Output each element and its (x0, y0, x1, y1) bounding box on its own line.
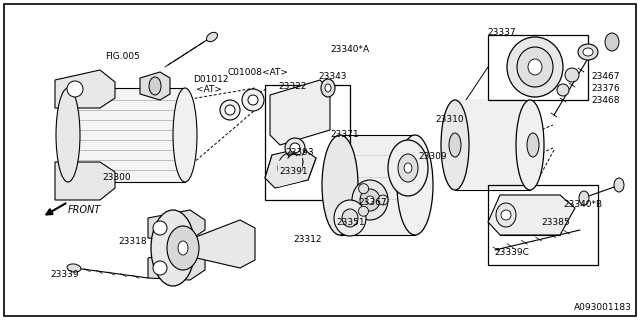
Text: D01012: D01012 (193, 75, 228, 84)
Polygon shape (140, 72, 170, 100)
Ellipse shape (248, 95, 258, 105)
Ellipse shape (565, 68, 579, 82)
Bar (488, 35, 588, 100)
Ellipse shape (614, 178, 624, 192)
Ellipse shape (528, 59, 542, 75)
Polygon shape (68, 88, 185, 182)
Ellipse shape (207, 32, 218, 42)
Text: 23385: 23385 (541, 218, 570, 227)
Ellipse shape (366, 196, 374, 204)
Ellipse shape (605, 33, 619, 51)
Ellipse shape (322, 135, 358, 235)
Ellipse shape (496, 203, 516, 227)
Ellipse shape (173, 88, 197, 182)
Text: 23300: 23300 (102, 173, 131, 182)
Ellipse shape (342, 209, 358, 227)
Polygon shape (265, 148, 316, 188)
Text: 23376: 23376 (591, 84, 620, 93)
Ellipse shape (578, 44, 598, 60)
Ellipse shape (225, 105, 235, 115)
Polygon shape (488, 195, 575, 235)
Polygon shape (148, 250, 205, 280)
Text: 23322: 23322 (278, 82, 307, 91)
Polygon shape (455, 100, 530, 190)
Text: 23468: 23468 (591, 96, 620, 105)
Ellipse shape (352, 180, 388, 220)
Ellipse shape (285, 138, 305, 158)
Text: 23312: 23312 (293, 235, 321, 244)
Text: 23318: 23318 (118, 237, 147, 246)
Ellipse shape (358, 184, 369, 194)
Text: 23337: 23337 (487, 28, 516, 37)
Ellipse shape (579, 191, 589, 205)
Ellipse shape (516, 100, 544, 190)
Polygon shape (188, 220, 255, 268)
Ellipse shape (397, 135, 433, 235)
Polygon shape (148, 210, 205, 240)
Polygon shape (270, 80, 330, 145)
Ellipse shape (404, 163, 412, 173)
Ellipse shape (507, 37, 563, 97)
Ellipse shape (441, 100, 469, 190)
Text: A093001183: A093001183 (574, 303, 632, 312)
Text: FRONT: FRONT (68, 205, 101, 215)
Ellipse shape (321, 79, 335, 97)
Polygon shape (55, 162, 115, 200)
Text: 23391: 23391 (279, 167, 308, 176)
Text: 23340*B: 23340*B (563, 200, 602, 209)
Text: 23467: 23467 (591, 72, 620, 81)
Ellipse shape (67, 264, 81, 272)
Ellipse shape (67, 81, 83, 97)
Text: 23351: 23351 (336, 218, 365, 227)
Ellipse shape (220, 100, 240, 120)
Ellipse shape (167, 226, 199, 270)
Text: 23367: 23367 (358, 198, 387, 207)
Ellipse shape (334, 200, 366, 236)
Ellipse shape (557, 84, 569, 96)
Ellipse shape (360, 189, 380, 211)
Text: <AT>: <AT> (196, 85, 222, 94)
Ellipse shape (178, 241, 188, 255)
Text: 23339: 23339 (50, 270, 79, 279)
Ellipse shape (501, 210, 511, 220)
Ellipse shape (149, 77, 161, 95)
Ellipse shape (287, 154, 303, 170)
Bar (265, 85, 350, 200)
Text: C01008<AT>: C01008<AT> (228, 68, 289, 77)
Polygon shape (340, 135, 415, 235)
Ellipse shape (388, 140, 428, 196)
Ellipse shape (358, 206, 369, 216)
Text: 23343: 23343 (318, 72, 346, 81)
Ellipse shape (325, 84, 331, 92)
Ellipse shape (449, 133, 461, 157)
Ellipse shape (56, 88, 80, 182)
Ellipse shape (151, 210, 195, 286)
Ellipse shape (583, 48, 593, 56)
Ellipse shape (242, 89, 264, 111)
Ellipse shape (153, 221, 167, 235)
Text: 23339C: 23339C (494, 248, 529, 257)
Bar (488, 185, 598, 265)
Ellipse shape (153, 261, 167, 275)
Ellipse shape (398, 154, 418, 182)
Text: 23393: 23393 (285, 148, 314, 157)
Text: 23340*A: 23340*A (330, 45, 369, 54)
Ellipse shape (517, 47, 553, 87)
Polygon shape (278, 155, 302, 187)
Ellipse shape (378, 195, 388, 205)
Text: 23309: 23309 (418, 152, 447, 161)
Text: FIG.005: FIG.005 (105, 52, 140, 61)
Text: 23371: 23371 (330, 130, 358, 139)
Text: 23310: 23310 (435, 115, 463, 124)
Polygon shape (55, 70, 115, 108)
Ellipse shape (527, 133, 539, 157)
Ellipse shape (290, 143, 300, 153)
